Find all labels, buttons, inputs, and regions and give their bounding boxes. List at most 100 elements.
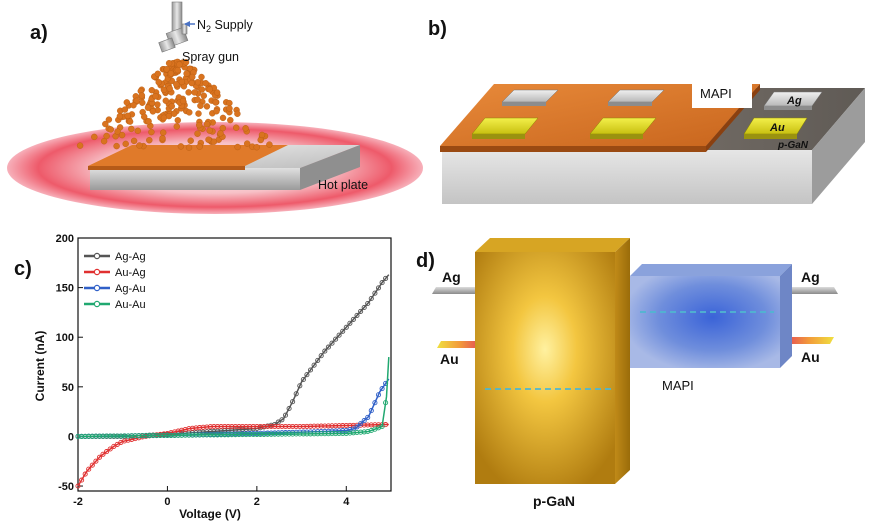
data-point xyxy=(193,425,199,431)
data-point xyxy=(361,418,367,424)
ag-wire-left xyxy=(432,287,475,294)
spray-particle xyxy=(191,89,198,96)
spray-particle xyxy=(123,99,131,106)
data-point xyxy=(275,423,281,430)
data-point xyxy=(104,433,110,439)
data-point xyxy=(325,344,331,350)
data-point xyxy=(75,483,81,489)
ag-electrode xyxy=(607,89,665,106)
spray-particle xyxy=(163,65,171,73)
data-point xyxy=(254,431,260,437)
data-point xyxy=(322,431,328,437)
data-point xyxy=(157,432,163,439)
data-point xyxy=(282,423,289,430)
au-right-label: Au xyxy=(801,349,820,365)
data-point xyxy=(222,423,228,430)
au-electrode xyxy=(589,117,657,139)
data-point xyxy=(211,432,217,438)
data-point xyxy=(172,432,178,438)
data-point xyxy=(318,353,324,359)
data-point xyxy=(211,428,217,434)
data-point xyxy=(79,433,85,439)
data-point xyxy=(290,431,296,437)
spray-particle xyxy=(206,127,213,134)
spray-particle xyxy=(91,133,98,141)
data-point xyxy=(218,432,224,438)
data-point xyxy=(375,285,382,291)
spray-particle xyxy=(133,97,140,105)
panel-label-c: c) xyxy=(14,258,32,280)
data-point xyxy=(297,383,303,389)
data-point xyxy=(204,424,210,430)
data-point xyxy=(372,290,378,296)
data-point xyxy=(121,433,128,439)
au-left-label: Au xyxy=(440,351,459,367)
data-point xyxy=(197,432,203,438)
data-point xyxy=(186,426,192,432)
spray-particle xyxy=(152,92,159,100)
spray-particle xyxy=(213,107,220,115)
data-point xyxy=(311,362,317,368)
spray-particle xyxy=(253,143,260,151)
n2-supply-label: N2 Supply xyxy=(197,18,253,34)
spray-particle xyxy=(148,86,156,94)
data-point xyxy=(300,431,306,437)
spray-particle xyxy=(195,121,203,129)
data-point xyxy=(243,432,249,438)
spray-particle xyxy=(234,110,241,118)
spray-particle xyxy=(122,140,129,148)
mapi-label: MAPI xyxy=(700,86,732,101)
ag-label: Ag xyxy=(786,95,802,107)
data-point xyxy=(261,431,267,437)
data-point xyxy=(96,433,103,439)
data-point xyxy=(322,423,328,429)
spray-particle xyxy=(136,142,143,149)
spray-particle xyxy=(198,86,206,93)
hot-plate-label: Hot plate xyxy=(318,178,368,192)
data-point xyxy=(347,320,353,326)
y-tick-label: 150 xyxy=(56,283,74,295)
spray-particle xyxy=(118,131,126,139)
spray-particle xyxy=(162,97,170,104)
data-point xyxy=(286,423,292,430)
data-point xyxy=(350,430,356,436)
data-point xyxy=(225,432,231,438)
mapi-label-box xyxy=(692,78,752,108)
data-point xyxy=(197,425,203,431)
data-point xyxy=(272,423,278,430)
data-point xyxy=(89,462,95,468)
spray-particle xyxy=(243,140,251,147)
data-point xyxy=(354,424,360,430)
data-point xyxy=(229,432,235,438)
data-point xyxy=(214,423,221,430)
data-point xyxy=(315,431,321,437)
mapi-block-top xyxy=(630,264,792,276)
spray-particle xyxy=(173,81,180,88)
panel-label-b: b) xyxy=(428,18,447,40)
data-point xyxy=(79,477,85,483)
legend-label: Au-Ag xyxy=(115,267,146,279)
legend-label: Ag-Au xyxy=(115,283,146,295)
spray-particle xyxy=(113,142,120,150)
spray-particle xyxy=(206,86,214,93)
data-point xyxy=(318,423,324,429)
data-point xyxy=(343,422,349,429)
data-point xyxy=(361,429,367,435)
data-point xyxy=(307,423,314,429)
spray-particle xyxy=(205,136,212,143)
spray-particle xyxy=(203,120,211,128)
data-point xyxy=(175,432,181,438)
y-tick-label: 200 xyxy=(56,233,74,245)
data-point xyxy=(250,431,256,438)
data-point xyxy=(304,431,310,437)
spray-particle xyxy=(179,97,187,105)
data-point xyxy=(358,308,364,314)
mapi-film xyxy=(88,145,288,166)
pgan-substrate-front xyxy=(442,150,812,204)
spray-particle xyxy=(124,112,131,120)
substrate-side xyxy=(300,145,360,190)
spray-particle xyxy=(232,124,240,131)
spray-particle xyxy=(167,70,175,77)
